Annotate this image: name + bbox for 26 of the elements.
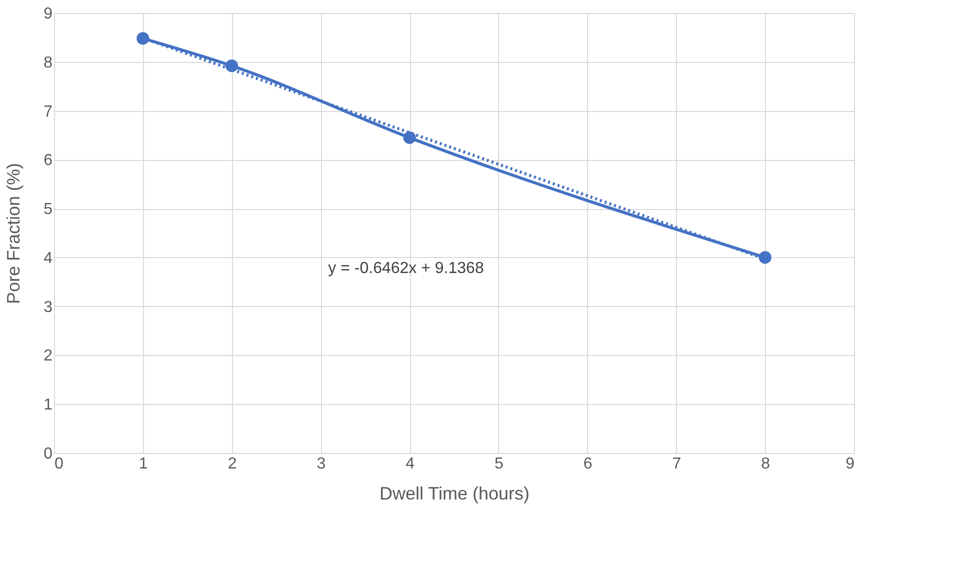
- x-tick-label: 3: [316, 456, 326, 472]
- y-tick-label: 5: [44, 201, 53, 218]
- y-tick-label: 1: [44, 396, 53, 414]
- y-tick-label: 8: [44, 54, 53, 72]
- x-tick-label: 5: [494, 456, 504, 472]
- point: [136, 32, 150, 45]
- x-tick-label: 6: [583, 456, 592, 472]
- point: [403, 131, 416, 144]
- x-tick-label: 9: [846, 456, 855, 472]
- point: [225, 59, 238, 72]
- y-tick-label: 4: [44, 250, 53, 267]
- x-tick-label: 4: [406, 456, 415, 472]
- x-tick-label: 0: [54, 456, 64, 472]
- x-tick-label: 8: [761, 456, 770, 472]
- annotation: y = -0.6462x + 9.1368: [328, 260, 484, 278]
- y-tick-label: 3: [44, 298, 53, 316]
- x-tick-label: 2: [228, 456, 237, 472]
- y-tick-label: 9: [44, 6, 53, 22]
- x-tick-label: 1: [138, 456, 148, 472]
- x-axis-title: Dwell Time (hours): [379, 484, 530, 504]
- y-tick-label: 2: [44, 348, 53, 365]
- y-tick-label: 6: [44, 152, 53, 170]
- y-tick-label: 7: [44, 103, 53, 120]
- x-tick-label: 7: [672, 456, 682, 472]
- y-axis-title: Pore Fraction (%): [4, 162, 24, 304]
- point: [758, 251, 772, 264]
